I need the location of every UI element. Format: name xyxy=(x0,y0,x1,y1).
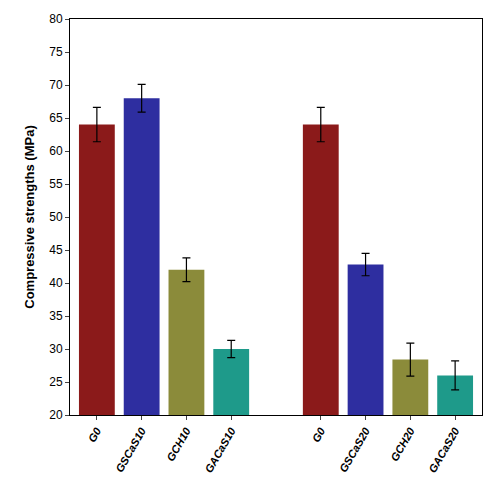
svg-text:GCH20: GCH20 xyxy=(388,425,417,464)
svg-text:GACaS20: GACaS20 xyxy=(426,425,462,475)
svg-text:55: 55 xyxy=(49,177,63,191)
svg-text:50: 50 xyxy=(49,210,63,224)
svg-text:G0: G0 xyxy=(86,425,104,444)
svg-text:G0: G0 xyxy=(310,425,328,444)
svg-text:80: 80 xyxy=(49,12,63,26)
svg-text:75: 75 xyxy=(49,45,63,59)
svg-text:25: 25 xyxy=(49,375,63,389)
svg-text:GSCaS10: GSCaS10 xyxy=(113,425,149,475)
svg-text:35: 35 xyxy=(49,309,63,323)
svg-text:GCH10: GCH10 xyxy=(164,425,193,464)
svg-text:30: 30 xyxy=(49,342,63,356)
svg-text:GACaS10: GACaS10 xyxy=(202,425,238,475)
svg-text:45: 45 xyxy=(49,243,63,257)
svg-text:Compressive strengths (MPa): Compressive strengths (MPa) xyxy=(22,125,37,309)
svg-text:40: 40 xyxy=(49,276,63,290)
svg-text:60: 60 xyxy=(49,144,63,158)
svg-text:65: 65 xyxy=(49,111,63,125)
svg-text:20: 20 xyxy=(49,408,63,422)
svg-text:GSCaS20: GSCaS20 xyxy=(337,425,373,475)
svg-text:70: 70 xyxy=(49,78,63,92)
